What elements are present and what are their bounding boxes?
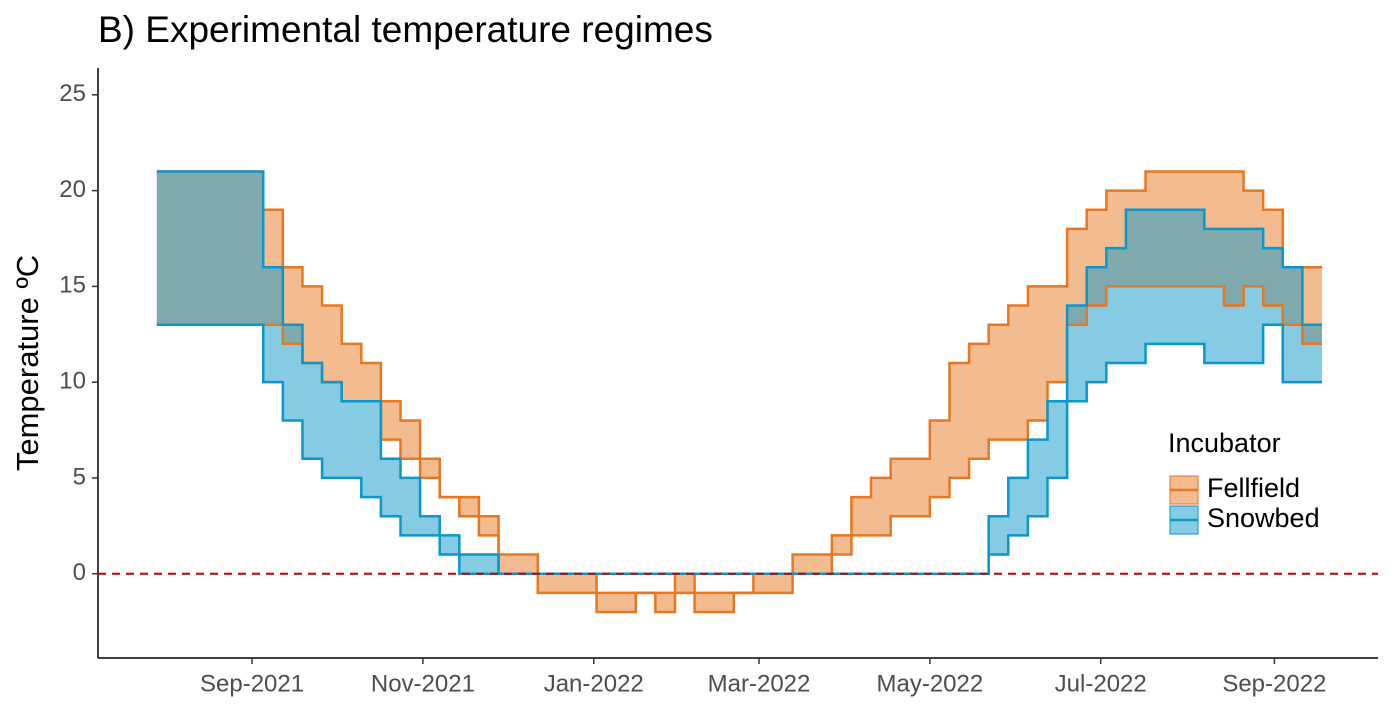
y-axis-label: Temperature ºC [10,255,45,471]
y-tick-label: 10 [59,367,86,394]
legend-label: Fellfield [1207,473,1300,503]
x-tick-label: Sep-2021 [200,670,304,697]
ribbon-edge [156,285,1322,614]
x-tick-label: Nov-2021 [371,670,475,697]
y-tick-label: 5 [73,463,86,490]
y-tick-label: 20 [59,176,86,203]
chart-title: B) Experimental temperature regimes [98,9,713,50]
x-tick-label: May-2022 [876,670,983,697]
y-tick-label: 15 [59,272,86,299]
y-tick-label: 0 [73,559,86,586]
x-tick-label: Jul-2022 [1055,670,1147,697]
y-tick-label: 25 [59,80,86,107]
ribbon [156,171,1322,574]
x-tick-label: Jan-2022 [544,670,644,697]
legend-label: Snowbed [1207,503,1320,533]
x-tick-label: Mar-2022 [708,670,811,697]
legend-title: Incubator [1168,428,1281,458]
x-tick-label: Sep-2022 [1222,670,1326,697]
